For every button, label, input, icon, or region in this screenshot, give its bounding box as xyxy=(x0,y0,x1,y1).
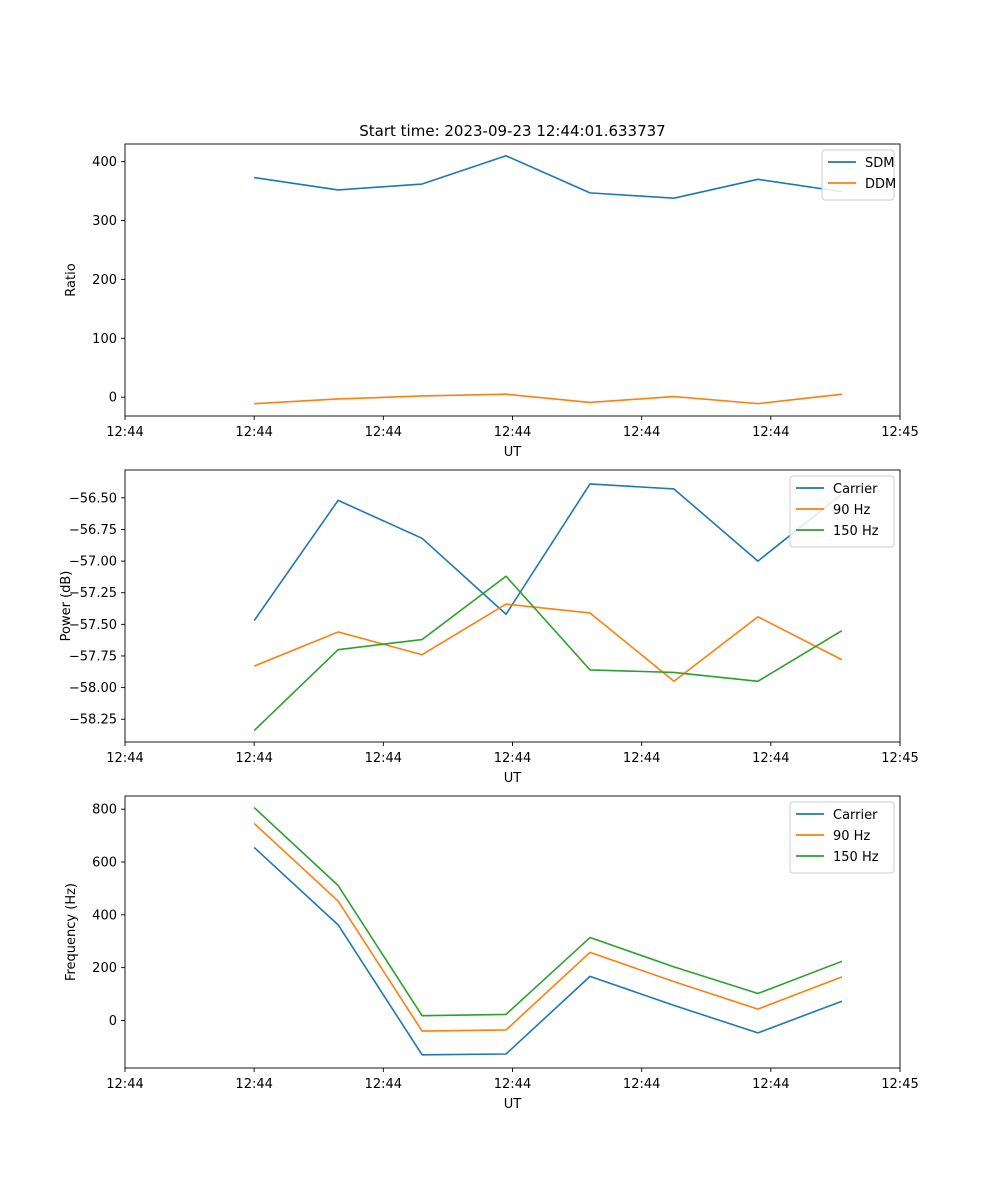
x-tick-label: 12:44 xyxy=(494,1077,531,1092)
y-tick-label: 200 xyxy=(92,273,117,288)
x-axis-label: UT xyxy=(504,445,522,460)
x-tick-label: 12:44 xyxy=(235,425,272,440)
y-tick-label: 300 xyxy=(92,214,117,229)
x-tick-label: 12:44 xyxy=(106,425,143,440)
series-line-sdm xyxy=(254,154,842,199)
y-tick-label: −57.25 xyxy=(69,586,117,601)
x-tick-label: 12:44 xyxy=(106,1077,143,1092)
x-tick-label: 12:44 xyxy=(365,751,402,766)
x-tick-label: 12:44 xyxy=(623,751,660,766)
x-tick-label: 12:45 xyxy=(881,1077,918,1092)
y-tick-label: −56.50 xyxy=(69,491,117,506)
x-axis-label: UT xyxy=(504,1097,522,1112)
legend: Carrier 90 Hz 150 Hz xyxy=(789,801,895,874)
series-line-carrier xyxy=(253,846,843,1056)
legend-label: 150 Hz xyxy=(833,524,879,539)
chart-3: 12:44 12:44 12:44 12:44 12:44 12:44 12:45 0 200 4… xyxy=(64,795,919,1112)
y-axis-label: Frequency (Hz) xyxy=(64,883,79,981)
legend-label: 90 Hz xyxy=(833,503,870,518)
axes-frame xyxy=(124,795,901,1069)
x-tick-label: 12:44 xyxy=(623,1077,660,1092)
figure-title: Start time: 2023-09-23 12:44:01.633737 xyxy=(359,122,665,140)
series-line-150-hz xyxy=(253,807,843,1017)
x-tick-label: 12:44 xyxy=(365,1077,402,1092)
x-tick-label: 12:44 xyxy=(494,425,531,440)
x-tick-label: 12:44 xyxy=(494,751,531,766)
y-tick-label: −57.75 xyxy=(69,649,117,664)
x-tick-label: 12:44 xyxy=(752,751,789,766)
legend-label: Carrier xyxy=(833,808,878,823)
y-tick-label: 400 xyxy=(92,908,117,923)
axes-frame xyxy=(124,469,901,743)
y-tick-label: 0 xyxy=(109,391,117,406)
y-tick-label: −57.00 xyxy=(69,555,117,570)
x-tick-label: 12:44 xyxy=(752,425,789,440)
series-line-ddm xyxy=(254,393,842,405)
y-tick-label: −58.00 xyxy=(69,681,117,696)
y-tick-label: 600 xyxy=(92,856,117,871)
legend-label: SDM xyxy=(865,156,894,171)
y-tick-label: 0 xyxy=(109,1014,117,1029)
y-tick-label: 800 xyxy=(92,803,117,818)
x-tick-label: 12:44 xyxy=(235,1077,272,1092)
series-line-90-hz xyxy=(253,822,843,1032)
x-tick-label: 12:44 xyxy=(235,751,272,766)
series-line-150-hz xyxy=(253,575,843,732)
y-axis-label: Power (dB) xyxy=(59,571,74,642)
y-tick-label: 400 xyxy=(92,155,117,170)
legend-label: 150 Hz xyxy=(833,850,879,865)
x-tick-label: 12:44 xyxy=(365,425,402,440)
axes-frame xyxy=(124,143,901,417)
y-tick-label: 100 xyxy=(92,332,117,347)
chart-1: 12:44 12:44 12:44 12:44 12:44 12:44 12:45 0 100 2… xyxy=(64,143,919,460)
legend-label: DDM xyxy=(865,177,896,192)
y-tick-label: −58.25 xyxy=(69,713,117,728)
legend: Carrier 90 Hz 150 Hz xyxy=(789,475,895,548)
x-tick-label: 12:45 xyxy=(881,425,918,440)
x-tick-label: 12:45 xyxy=(881,751,918,766)
y-tick-label: 200 xyxy=(92,961,117,976)
legend-label: 90 Hz xyxy=(833,829,870,844)
x-tick-label: 12:44 xyxy=(106,751,143,766)
x-axis-label: UT xyxy=(504,771,522,786)
x-tick-label: 12:44 xyxy=(623,425,660,440)
legend-label: Carrier xyxy=(833,482,878,497)
series-line-90-hz xyxy=(253,603,843,683)
series-line-carrier xyxy=(253,483,843,622)
y-tick-label: −57.50 xyxy=(69,618,117,633)
legend: SDM DDM xyxy=(821,149,896,201)
y-tick-label: −56.75 xyxy=(69,523,117,538)
x-tick-label: 12:44 xyxy=(752,1077,789,1092)
y-axis-label: Ratio xyxy=(64,263,79,296)
chart-2: 12:44 12:44 12:44 12:44 12:44 12:44 12:45 −58.2… xyxy=(59,469,919,786)
